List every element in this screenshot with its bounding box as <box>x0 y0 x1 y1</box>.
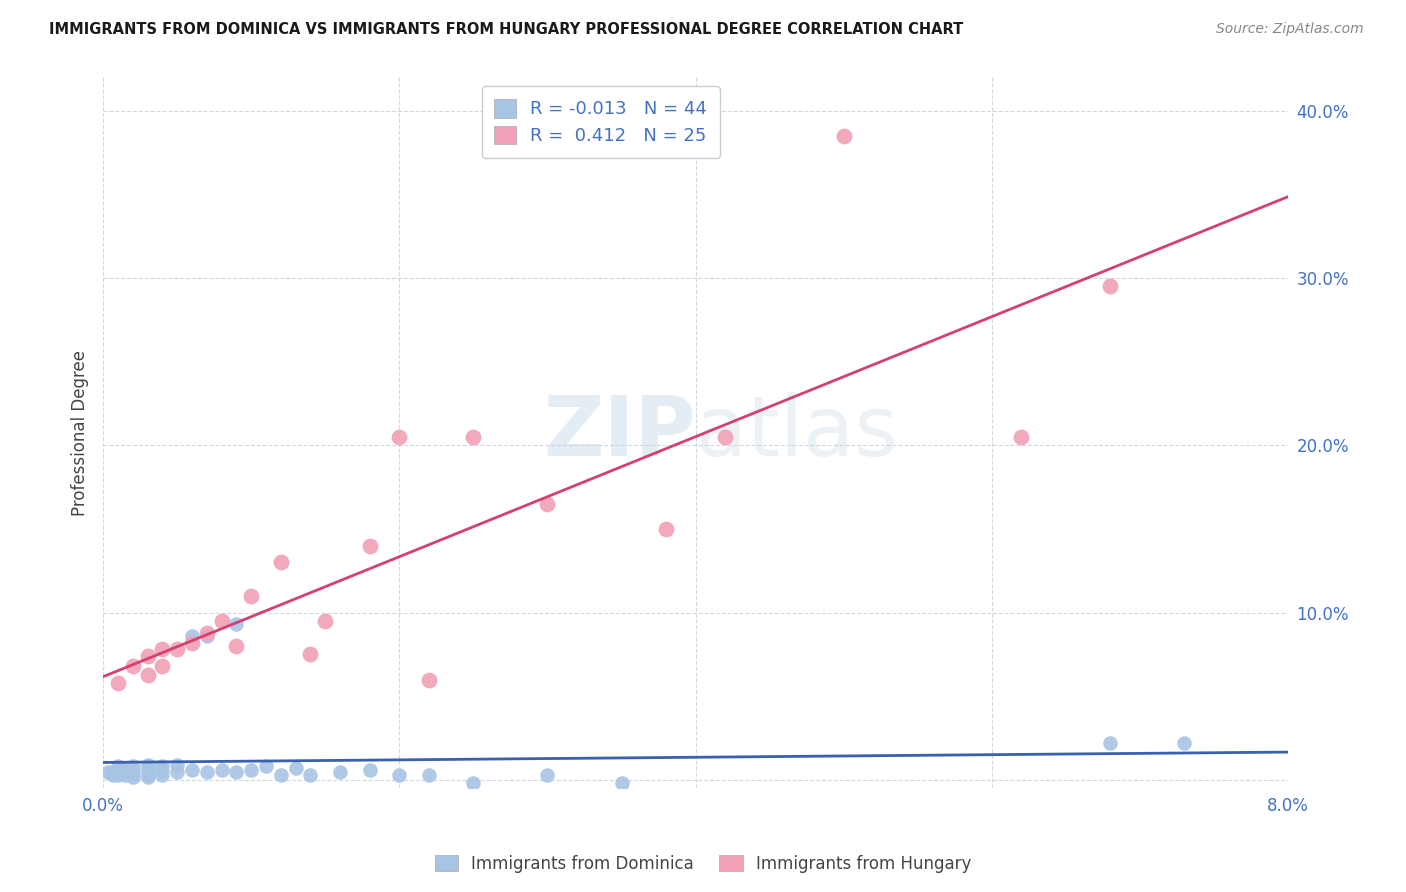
Point <box>181 636 204 650</box>
Point <box>103 768 125 782</box>
Point <box>107 763 129 777</box>
Point <box>418 673 440 687</box>
Point <box>181 763 204 777</box>
Point <box>1099 279 1122 293</box>
Point <box>225 617 247 632</box>
Point <box>150 759 173 773</box>
Point <box>110 764 132 779</box>
Point <box>195 625 218 640</box>
Point <box>166 642 188 657</box>
Point <box>211 614 233 628</box>
Point <box>166 764 188 779</box>
Point <box>536 768 558 782</box>
Point <box>136 757 159 772</box>
Point <box>114 761 136 775</box>
Text: ZIP: ZIP <box>543 392 696 474</box>
Text: Source: ZipAtlas.com: Source: ZipAtlas.com <box>1216 22 1364 37</box>
Point <box>463 430 485 444</box>
Point <box>195 764 218 779</box>
Point <box>314 614 336 628</box>
Point <box>225 764 247 779</box>
Point <box>240 763 263 777</box>
Point <box>359 539 381 553</box>
Point <box>136 764 159 779</box>
Point <box>610 776 633 790</box>
Point <box>536 497 558 511</box>
Point <box>150 763 173 777</box>
Point <box>107 676 129 690</box>
Point <box>388 768 411 782</box>
Point <box>270 768 292 782</box>
Point <box>254 759 277 773</box>
Point <box>121 763 143 777</box>
Point <box>107 768 129 782</box>
Point <box>211 763 233 777</box>
Legend: Immigrants from Dominica, Immigrants from Hungary: Immigrants from Dominica, Immigrants fro… <box>427 848 979 880</box>
Point <box>100 766 122 780</box>
Point <box>121 766 143 780</box>
Point <box>714 430 737 444</box>
Point <box>225 639 247 653</box>
Point <box>121 770 143 784</box>
Y-axis label: Professional Degree: Professional Degree <box>72 350 89 516</box>
Point <box>418 768 440 782</box>
Point <box>240 589 263 603</box>
Point <box>832 128 855 143</box>
Point <box>136 649 159 664</box>
Point <box>1010 430 1032 444</box>
Point <box>1173 736 1195 750</box>
Point <box>299 768 322 782</box>
Point <box>150 642 173 657</box>
Point <box>463 776 485 790</box>
Point <box>166 757 188 772</box>
Point <box>329 764 352 779</box>
Point <box>388 430 411 444</box>
Point <box>655 522 678 536</box>
Point <box>181 629 204 643</box>
Point <box>299 648 322 662</box>
Point <box>136 768 159 782</box>
Point <box>114 768 136 782</box>
Point <box>270 556 292 570</box>
Text: atlas: atlas <box>696 392 897 474</box>
Point <box>1099 736 1122 750</box>
Legend: R = -0.013   N = 44, R =  0.412   N = 25: R = -0.013 N = 44, R = 0.412 N = 25 <box>482 87 720 158</box>
Point <box>284 761 307 775</box>
Point <box>150 768 173 782</box>
Point <box>136 761 159 775</box>
Point <box>121 759 143 773</box>
Point <box>195 629 218 643</box>
Point <box>359 763 381 777</box>
Point <box>97 764 120 779</box>
Point <box>150 659 173 673</box>
Point <box>107 759 129 773</box>
Text: IMMIGRANTS FROM DOMINICA VS IMMIGRANTS FROM HUNGARY PROFESSIONAL DEGREE CORRELAT: IMMIGRANTS FROM DOMINICA VS IMMIGRANTS F… <box>49 22 963 37</box>
Point <box>136 667 159 681</box>
Point <box>121 659 143 673</box>
Point <box>136 770 159 784</box>
